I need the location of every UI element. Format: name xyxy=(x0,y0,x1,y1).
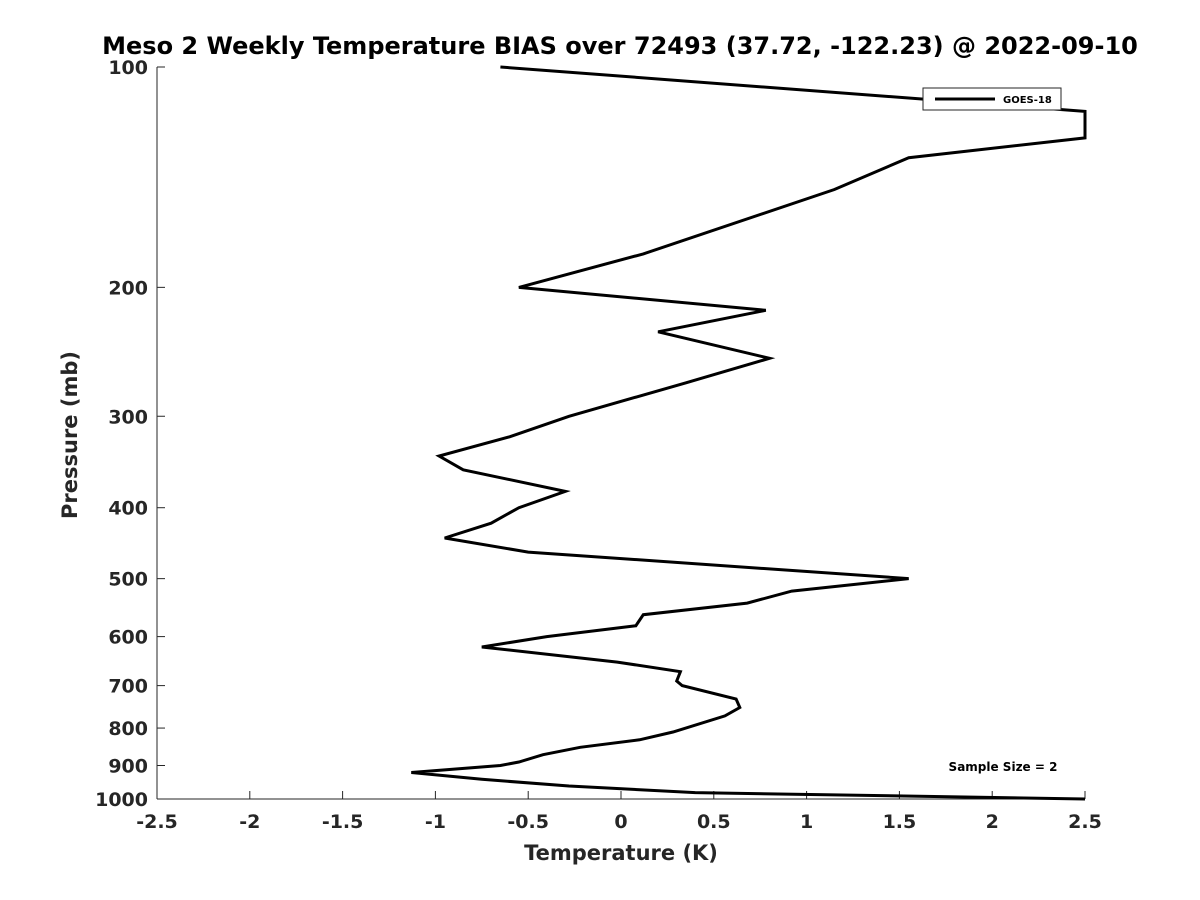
x-tick-label: -1.5 xyxy=(322,811,364,833)
x-tick-label: 0.5 xyxy=(697,811,731,833)
x-tick-label: -2 xyxy=(239,811,260,833)
legend: GOES-18 xyxy=(922,87,1062,111)
y-tick-label: 100 xyxy=(108,57,148,79)
x-ticks: -2.5 -2 -1.5 -1 -0.5 0 0.5 1 1.5 2 2.5 xyxy=(136,791,1102,833)
y-tick-label: 600 xyxy=(108,627,148,649)
x-axis-label: Temperature (K) xyxy=(524,841,718,865)
x-tick-label: 2.5 xyxy=(1068,811,1102,833)
x-tick-label: -0.5 xyxy=(507,811,549,833)
chart-title: Meso 2 Weekly Temperature BIAS over 7249… xyxy=(102,32,1138,60)
series-layer xyxy=(411,65,1087,801)
y-tick-label: 400 xyxy=(108,498,148,520)
sample-size-annotation: Sample Size = 2 xyxy=(949,760,1058,774)
x-tick-label: 0 xyxy=(614,811,627,833)
y-tick-label: 300 xyxy=(108,406,148,428)
x-tick-label: -2.5 xyxy=(136,811,178,833)
y-tick-label: 200 xyxy=(108,277,148,299)
y-tick-label: 800 xyxy=(108,718,148,740)
y-tick-label: 700 xyxy=(108,676,148,698)
y-tick-label: 500 xyxy=(108,569,148,591)
y-tick-label: 1000 xyxy=(95,789,148,811)
series-line-goes-18 xyxy=(411,65,1087,801)
x-tick-label: 2 xyxy=(986,811,999,833)
axes xyxy=(156,67,1085,800)
y-ticks: 100 200 300 400 500 600 700 800 900 1000 xyxy=(95,57,165,811)
x-tick-label: 1 xyxy=(800,811,813,833)
x-tick-label: 1.5 xyxy=(883,811,917,833)
x-tick-label: -1 xyxy=(425,811,446,833)
legend-label-goes-18: GOES-18 xyxy=(1003,95,1052,106)
y-axis-label: Pressure (mb) xyxy=(58,351,82,519)
y-tick-label: 900 xyxy=(108,756,148,778)
